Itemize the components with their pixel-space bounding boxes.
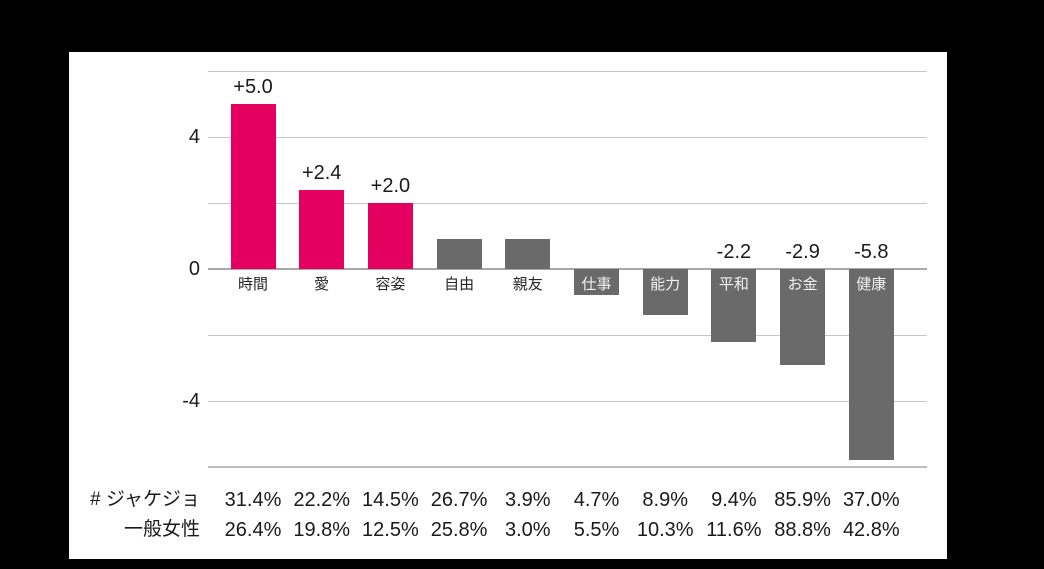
bar-7 — [642, 269, 688, 316]
gridline — [208, 137, 927, 138]
table-cell: 5.5% — [573, 519, 620, 541]
bar-10 — [848, 269, 894, 461]
bar-3 — [367, 203, 413, 269]
bar-9 — [780, 269, 826, 365]
y-tick-label: 4 — [188, 126, 200, 148]
table-row-label: # ジャケジョ — [90, 489, 200, 510]
bar-4 — [436, 239, 482, 269]
bar-8 — [711, 269, 757, 342]
y-tick-label: -4 — [182, 390, 200, 412]
gridline — [208, 71, 927, 72]
table-cell: 26.4% — [224, 519, 282, 541]
table-cell: 10.3% — [636, 519, 694, 541]
category-label: 自由 — [444, 276, 475, 293]
table-cell: 3.9% — [505, 489, 551, 511]
y-tick-label: 0 — [188, 258, 200, 280]
gridline — [208, 203, 927, 204]
table-cell: 3.0% — [505, 519, 551, 541]
table-cell: 42.8% — [842, 519, 900, 541]
bar-value-label: -5.8 — [854, 241, 889, 263]
table-cell: 4.7% — [573, 489, 620, 511]
table-row-label: 一般女性 — [123, 519, 200, 540]
chart-panel: 4 0 -4 +5.0 時間 +2.4 愛 +2.0 容姿 自由 親友 仕事 能力 -2.2 平和 -2.9… — [69, 52, 947, 559]
category-label: 容姿 — [375, 276, 406, 293]
table-cell: 9.4% — [711, 489, 757, 511]
table-cell: 14.5% — [362, 489, 419, 511]
table-cell: 8.9% — [642, 489, 688, 511]
category-label: 健康 — [856, 276, 887, 293]
gridline — [208, 401, 927, 402]
bar-6 — [574, 269, 619, 296]
table-cell: 26.7% — [430, 489, 488, 511]
table-cell: 19.8% — [293, 519, 351, 541]
table-cell: 12.5% — [362, 519, 419, 541]
zero-axis-line — [208, 268, 927, 270]
bar-2 — [299, 189, 345, 269]
table-cell: 25.8% — [430, 519, 488, 541]
table-cell: 37.0% — [842, 489, 900, 511]
bar-1 — [230, 104, 276, 269]
bar-value-label: -2.9 — [785, 241, 820, 263]
bar-value-label: +5.0 — [233, 76, 273, 98]
category-label: 平和 — [718, 276, 749, 293]
category-label: 時間 — [237, 276, 269, 293]
bar-value-label: -2.2 — [716, 241, 752, 263]
gridline — [208, 466, 927, 468]
table-cell: 85.9% — [774, 489, 831, 511]
category-label: 愛 — [314, 276, 330, 293]
table-cell: 31.4% — [224, 489, 282, 511]
bar-5 — [505, 239, 551, 269]
bar-value-label: +2.4 — [301, 161, 342, 184]
bar-value-label: +2.0 — [370, 175, 411, 197]
table-cell: 11.6% — [706, 519, 762, 541]
category-label: 仕事 — [581, 276, 612, 293]
category-label: 能力 — [650, 276, 681, 293]
gridline — [208, 335, 927, 336]
table-cell: 22.2% — [293, 489, 351, 511]
table-cell: 88.8% — [774, 519, 831, 541]
category-label: お金 — [787, 276, 818, 293]
category-label: 親友 — [512, 276, 543, 293]
